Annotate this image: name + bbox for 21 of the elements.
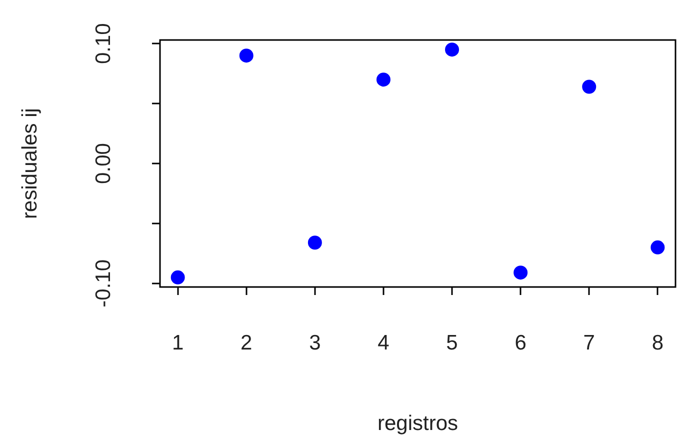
y-tick-label: -0.10 (92, 259, 115, 308)
x-tick-label: 8 (652, 331, 664, 354)
y-tick-label: 0.10 (92, 23, 115, 64)
x-tick-label: 5 (446, 331, 458, 354)
x-tick-label: 1 (172, 331, 184, 354)
point (376, 72, 390, 87)
x-tick-label: 2 (240, 331, 252, 354)
x-tick-label: 3 (309, 331, 321, 354)
x-tick-label: 7 (583, 331, 595, 354)
point (445, 42, 460, 57)
point (170, 270, 185, 284)
point (582, 80, 596, 94)
y-axis-title: residuales ij (18, 108, 42, 219)
point (514, 266, 528, 280)
x-tick-label: 6 (514, 331, 526, 354)
point (239, 48, 254, 63)
x-tick-label: 4 (378, 331, 390, 354)
point (308, 236, 322, 250)
point (650, 240, 665, 254)
y-tick-label: 0.00 (92, 143, 115, 184)
x-axis-title: registros (377, 412, 458, 436)
